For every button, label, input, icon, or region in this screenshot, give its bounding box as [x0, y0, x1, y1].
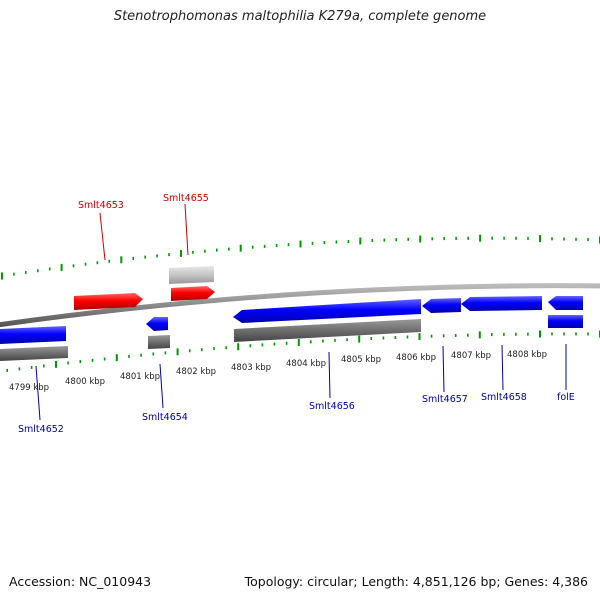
- cds-arrow-fole[interactable]: [548, 296, 583, 310]
- tick-label-4804: 4804 kbp: [286, 359, 326, 369]
- cds-arrow-smlt4658[interactable]: [461, 296, 542, 311]
- cds-arrow-smlt4657[interactable]: [422, 298, 461, 313]
- gene-label-smlt4657[interactable]: Smlt4657: [422, 394, 468, 405]
- gene-feature-smlt4656[interactable]: [233, 299, 421, 342]
- cds-arrow-smlt4652[interactable]: [0, 326, 66, 344]
- gene-label-smlt4655[interactable]: Smlt4655: [163, 193, 209, 204]
- gene-feature-fole[interactable]: [548, 296, 583, 328]
- tick-label-4803: 4803 kbp: [231, 363, 271, 373]
- gene-bar-smlt4652[interactable]: [0, 346, 68, 361]
- leader-line-smlt4653: [99, 212, 106, 261]
- gene-bar-smlt4655[interactable]: [169, 266, 214, 284]
- gene-feature-smlt4657[interactable]: [422, 298, 461, 313]
- leader-line-smlt4657: [442, 345, 445, 393]
- leader-line-smlt4654: [159, 363, 164, 409]
- leader-line-smlt4655: [184, 203, 189, 256]
- gene-label-smlt4658[interactable]: Smlt4658: [481, 392, 527, 403]
- plus-strand-ticks: [1, 234, 600, 280]
- accession-text: Accession: NC_010943: [9, 574, 152, 589]
- gene-bar-smlt4656[interactable]: [234, 319, 421, 342]
- gene-feature-smlt4654[interactable]: [146, 317, 170, 349]
- cds-arrow-smlt4656[interactable]: [233, 299, 421, 323]
- tick-label-4799: 4799 kbp: [9, 383, 49, 393]
- tick-label-4808: 4808 kbp: [507, 350, 547, 360]
- leader-line-smlt4652: [35, 365, 41, 421]
- gene-feature-smlt4652[interactable]: [0, 326, 68, 361]
- map-title: Stenotrophomonas maltophilia K279a, comp…: [113, 9, 487, 24]
- tick-label-4807: 4807 kbp: [451, 351, 491, 361]
- gene-bar-smlt4654[interactable]: [148, 335, 170, 349]
- tick-label-4805: 4805 kbp: [341, 355, 381, 365]
- gene-label-smlt4654[interactable]: Smlt4654: [142, 412, 188, 423]
- gene-label-smlt4656[interactable]: Smlt4656: [309, 401, 355, 412]
- tick-label-4800: 4800 kbp: [65, 377, 105, 387]
- gene-label-smlt4653[interactable]: Smlt4653: [78, 200, 124, 211]
- minus-strand-ticks: [6, 330, 600, 372]
- gene-label-fole[interactable]: folE: [557, 392, 575, 403]
- gene-feature-smlt4653[interactable]: [74, 293, 143, 310]
- tick-label-4806: 4806 kbp: [396, 353, 436, 363]
- leader-line-smlt4656: [328, 351, 331, 399]
- genome-summary-text: Topology: circular; Length: 4,851,126 bp…: [244, 574, 588, 589]
- cds-arrow-smlt4654[interactable]: [146, 317, 168, 331]
- leader-line-smlt4658: [501, 344, 504, 391]
- tick-label-4801: 4801 kbp: [120, 372, 160, 382]
- gene-feature-smlt4658[interactable]: [461, 296, 542, 311]
- gene-bar-fole[interactable]: [548, 315, 583, 328]
- genome-backbone: [0, 283, 600, 328]
- gene-feature-smlt4655[interactable]: [169, 266, 215, 301]
- gene-label-smlt4652[interactable]: Smlt4652: [18, 424, 64, 435]
- cds-arrow-smlt4655[interactable]: [171, 286, 215, 301]
- cds-arrow-smlt4653[interactable]: [74, 293, 143, 310]
- tick-label-4802: 4802 kbp: [176, 367, 216, 377]
